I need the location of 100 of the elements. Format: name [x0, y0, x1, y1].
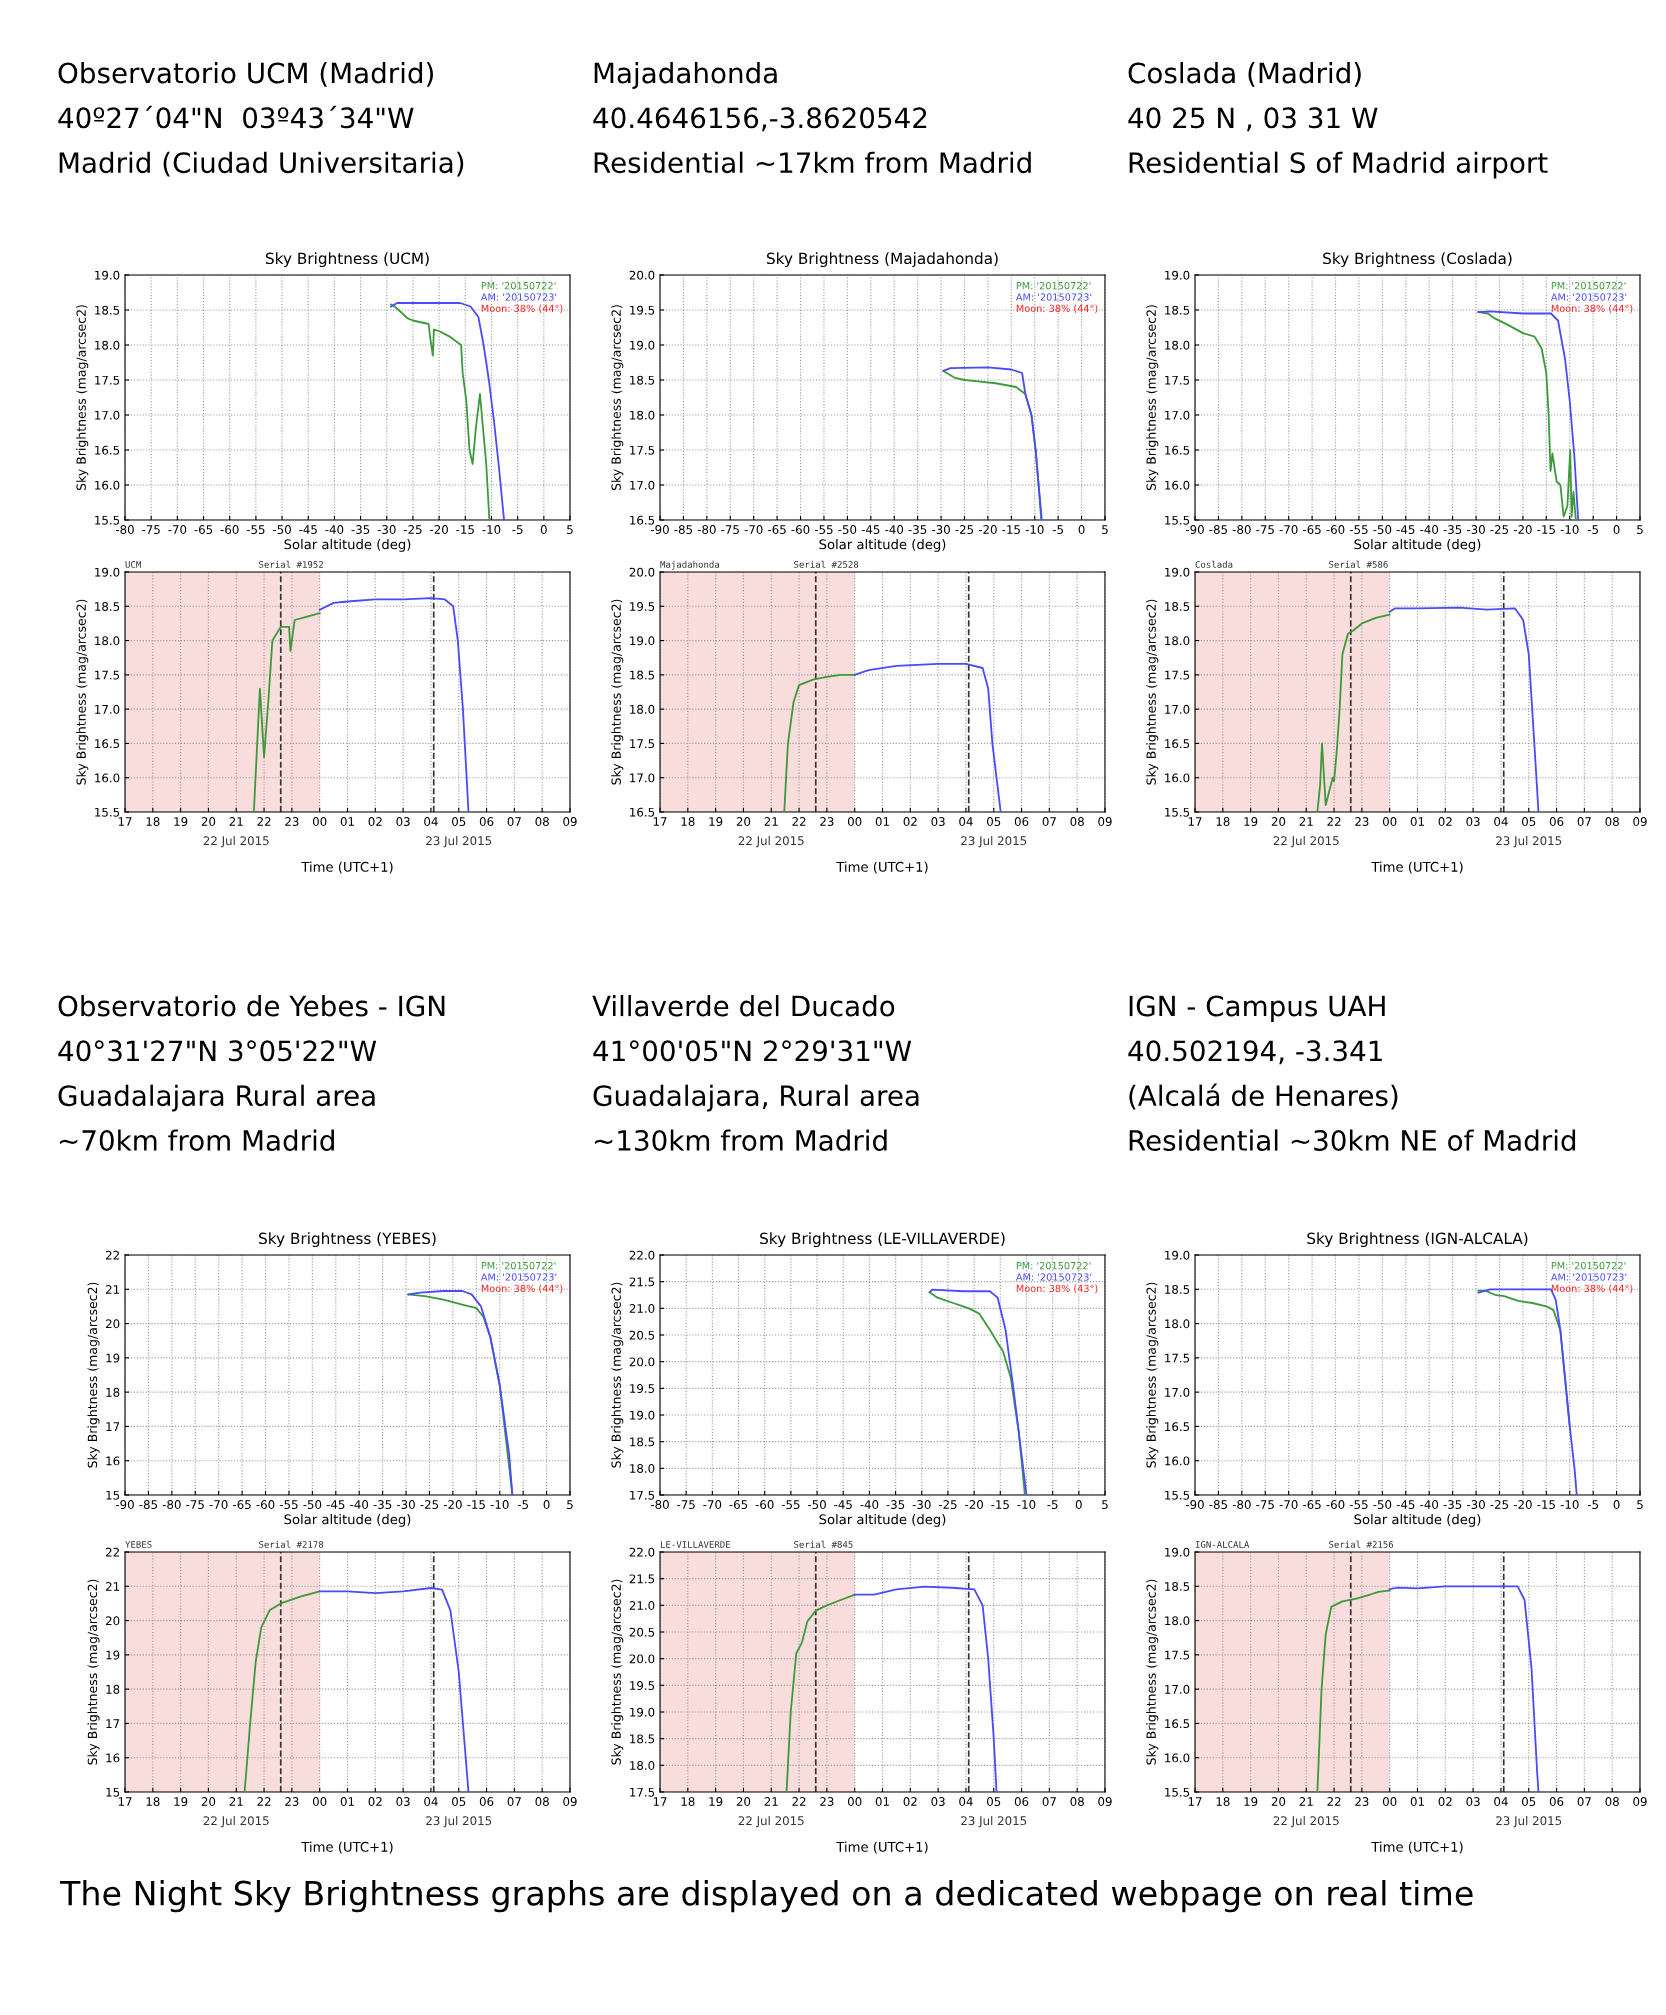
x-tick-label: 22: [792, 1797, 806, 1806]
chart-subtitle: Sky Brightness (IGN-ALCALA): [1307, 1232, 1528, 1248]
x-tick-label: 04: [959, 1797, 973, 1806]
y-tick-label: 18.0: [1165, 636, 1190, 646]
y-axis-title: Sky Brightness (mag/arcsec2): [87, 1282, 100, 1468]
x-tick-label: 08: [1605, 1797, 1619, 1806]
x-tick-label: -75: [721, 525, 739, 534]
text: 23 Jul 2015: [426, 1816, 492, 1828]
x-tick-label: 20: [1271, 1797, 1286, 1806]
x-axis-title: Solar altitude (deg): [284, 539, 411, 552]
x-tick-label: -50: [303, 1500, 322, 1509]
x-tick-label: 01: [875, 817, 889, 826]
text: Coslada: [1195, 560, 1233, 568]
chart-title: Coslada (Madrid) 40 25 N , 03 31 W Residential S of Madrid airport: [1128, 62, 1548, 179]
y-tick-label: 16.0: [1165, 1753, 1190, 1763]
x-tick-label: -65: [1303, 1500, 1321, 1509]
y-tick-label: 16.5: [95, 445, 120, 455]
x-tick-label: -75: [142, 525, 160, 534]
x-tick-label: 08: [1070, 817, 1084, 826]
x-tick-label: 00: [312, 1797, 327, 1806]
x-tick-label: 18: [146, 817, 160, 826]
x-tick-label: 0: [1613, 525, 1620, 534]
x-tick-label: 03: [1466, 1797, 1480, 1806]
x-tick-label: -10: [482, 525, 501, 534]
x-tick-label: -45: [1396, 1500, 1415, 1509]
x-tick-label: -50: [838, 525, 857, 534]
x-tick-label: -40: [885, 525, 904, 534]
x-tick-label: 07: [1577, 817, 1591, 826]
text: YEBES: [125, 1541, 152, 1548]
x-tick-label: 08: [535, 1797, 549, 1806]
x-tick-label: -40: [1420, 525, 1439, 534]
y-tick-label: 21.0: [629, 1304, 655, 1313]
x-tick-label: 19: [1244, 1797, 1258, 1806]
x-tick-label: -70: [1279, 1500, 1298, 1509]
y-tick-label: 16.0: [95, 773, 120, 783]
x-tick-label: 21: [1299, 817, 1313, 826]
y-tick-label: 18.5: [1165, 305, 1190, 315]
x-axis-title: Time (UTC+1): [836, 861, 928, 874]
x-axis-title: Solar altitude (deg): [819, 1514, 946, 1527]
x-tick-label: 19: [1244, 817, 1258, 826]
y-tick-label: 16.5: [1165, 739, 1190, 749]
x-tick-label: 23: [820, 1797, 834, 1806]
y-tick-label: 16.0: [1165, 773, 1190, 783]
series-label: AM: '20150723': [480, 1273, 557, 1281]
y-tick-label: 19.0: [1165, 567, 1190, 577]
y-tick-label: 19.0: [630, 636, 655, 646]
y-axis-title: Sky Brightness (mag/arcsec2): [1146, 1579, 1159, 1765]
x-tick-label: -5: [512, 525, 523, 534]
y-tick-label: 17.0: [1165, 1387, 1190, 1397]
x-tick-label: 17: [1188, 1797, 1202, 1806]
y-tick-label: 20.0: [629, 567, 655, 577]
line-series: [783, 673, 856, 812]
y-tick-label: 15: [106, 1787, 120, 1797]
y-tick-label: 17.5: [1165, 1353, 1190, 1363]
y-tick-label: 20.0: [629, 270, 655, 280]
x-tick-label: 20: [736, 1797, 751, 1806]
x-tick-label: 02: [1438, 1797, 1452, 1806]
x-tick-label: 04: [424, 817, 438, 826]
y-tick-label: 16: [106, 1753, 120, 1763]
line-series: [1388, 1585, 1540, 1792]
y-tick-label: 19.0: [1165, 270, 1190, 280]
x-tick-label: -40: [350, 1500, 369, 1509]
text: 22 Jul 2015: [1273, 836, 1339, 848]
line-series: [252, 612, 321, 812]
x-tick-label: 01: [1410, 817, 1424, 826]
x-tick-label: -20: [965, 1500, 983, 1509]
x-tick-label: 04: [424, 1797, 438, 1806]
x-tick-label: -85: [1209, 525, 1228, 534]
line-series: [785, 1593, 856, 1792]
x-tick-label: 20: [1271, 817, 1286, 826]
line-series: [1316, 1589, 1391, 1792]
x-tick-label: -45: [1396, 525, 1415, 534]
text: 22 Jul 2015: [738, 836, 804, 848]
x-tick-label: -65: [1303, 525, 1321, 534]
y-tick-label: 17.5: [95, 670, 120, 680]
text: PM: '20150722': [1016, 281, 1091, 290]
x-tick-label: 23: [285, 1797, 299, 1806]
line-series: [1316, 613, 1391, 812]
x-tick-label: 21: [764, 817, 778, 826]
series-label: AM: '20150723': [1550, 1273, 1627, 1281]
x-tick-label: -40: [325, 525, 344, 534]
y-tick-label: 19.5: [630, 602, 655, 611]
x-axis-title: Solar altitude (deg): [1354, 539, 1481, 552]
annotation: Moon: 38% (44°): [1551, 1284, 1633, 1294]
x-tick-label: 19: [174, 817, 188, 826]
x-tick-label: -30: [1466, 525, 1485, 534]
text: 22 Jul 2015: [203, 836, 269, 848]
y-tick-label: 15: [106, 1490, 120, 1500]
y-tick-label: 17.5: [1165, 375, 1190, 385]
y-tick-label: 17.5: [630, 1490, 655, 1500]
text: The Night Sky Brightness graphs are displayed on a dedicated webpage on real time: [59, 1880, 1473, 1913]
y-tick-label: 15.5: [1165, 1787, 1190, 1797]
x-tick-label: 05: [987, 1797, 1001, 1806]
line-series: [318, 597, 470, 812]
x-tick-label: -60: [256, 1500, 275, 1509]
x-tick-label: -90: [650, 525, 669, 534]
y-tick-label: 17.0: [630, 480, 655, 490]
x-tick-label: 06: [1549, 817, 1564, 826]
y-tick-label: 18.0: [95, 340, 120, 350]
x-tick-label: -25: [403, 525, 422, 534]
